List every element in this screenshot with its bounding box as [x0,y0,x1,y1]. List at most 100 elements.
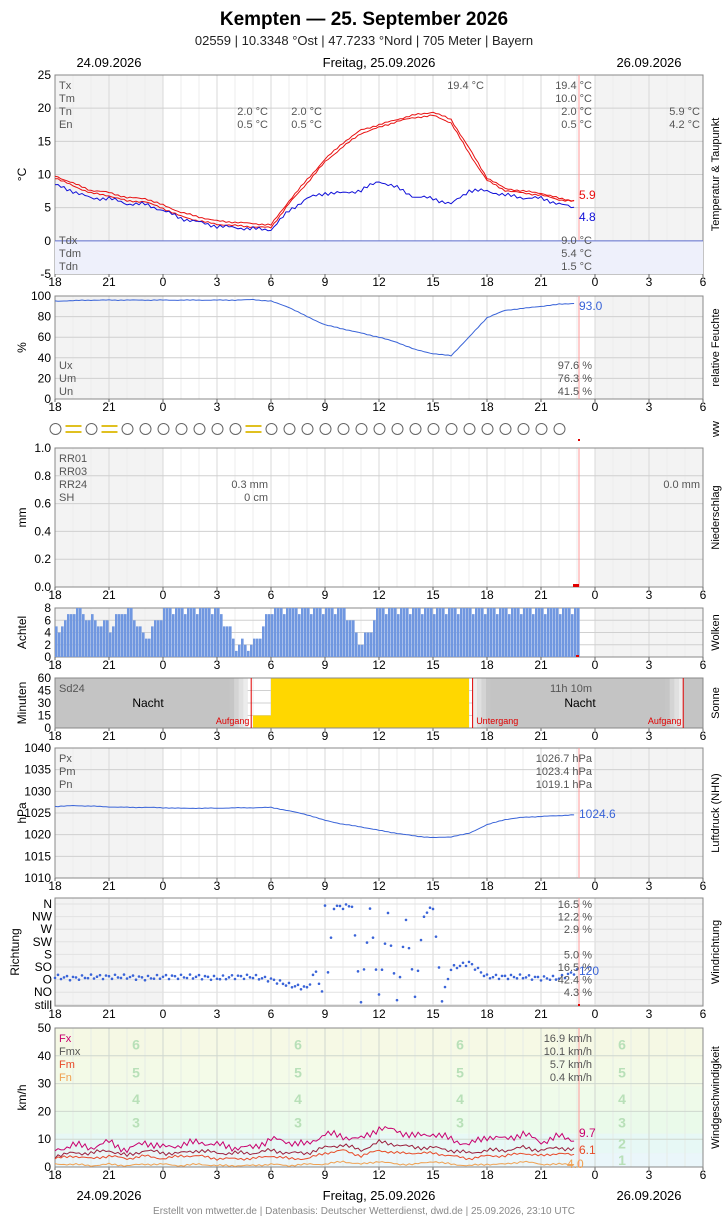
sun-side-label: Sonne [710,687,722,719]
wdir-xtick-label: 6 [268,1007,275,1021]
wdir-point [119,976,123,980]
ww-clear-symbol [391,423,404,435]
wdir-point [164,973,168,977]
wind-frame-overlay [54,1027,704,1168]
wdir-point [185,976,189,980]
cloud-bar [214,608,217,657]
hum-xtick-label: 21 [534,400,548,414]
temp-value: 0.5 °C [561,119,592,131]
wdir-point [548,978,552,982]
wdir-point [143,978,147,982]
wdir-point [383,942,387,945]
cloud-bar [100,626,103,657]
cloud-bar [406,608,409,657]
night-shade-next [472,678,703,728]
wdir-point [68,978,72,982]
wdir-point [350,905,354,909]
wdir-point [218,977,222,981]
temp-ytick-label: 20 [38,101,52,115]
ww-clear-symbol [193,423,206,435]
temp-xtick-label: 21 [534,275,548,289]
wdir-point [236,974,240,977]
wdir-point [422,915,426,918]
wdir-ytick-label: NW [32,910,53,924]
temp-label-tx: Tx [59,80,72,92]
wdir-point [503,974,507,978]
precip-label-rr01: RR01 [59,453,87,465]
sd24-value: 11h 10m [550,683,592,695]
wdir-point [554,978,558,981]
wdir-point [551,974,555,978]
sun-xtick-label: 9 [322,729,329,743]
cloud-bar [427,608,430,657]
cloud-bar [97,626,100,657]
ww-clear-symbol [499,423,512,435]
sun-xtick-label: 3 [214,729,221,743]
sunshine-bar [325,678,343,728]
prev2-en-value: 0.5 °C [291,119,322,131]
hum-ytick-label: 0 [44,392,51,406]
ww-clear-symbol [517,423,530,435]
wdir-point [176,977,180,981]
wdir-point [227,976,231,979]
wdir-point [500,974,504,978]
wdir-point [152,977,156,981]
wdir-point [89,973,93,976]
press-xtick-label: 3 [646,879,653,893]
wdir-frame [54,897,704,1007]
wdir-point [566,972,570,976]
cloud-bar [319,608,322,657]
wind-ytick-label: 20 [38,1104,52,1118]
press-label-px: Px [59,753,72,765]
sunshine-bar [379,678,397,728]
sunshine-bar [415,678,433,728]
cloud-bar [412,608,415,657]
td-line [54,181,575,232]
hum-xtick-label: 6 [268,400,275,414]
cloud-bar [229,626,232,657]
wdir-ytick-label: O [43,973,52,987]
wind-value: 10.1 km/h [544,1046,592,1058]
cloud-bar [139,626,142,657]
cloud-bar [391,608,394,657]
beaufort-number: 4 [294,1091,302,1107]
dawn-shade-next [678,678,684,728]
temp-label-tdn: Tdn [59,261,78,273]
humidity-line [54,298,575,357]
sunshine-bar [433,678,451,728]
sun-ylabel: Minuten [15,682,29,725]
wdir-point [224,977,228,981]
wdir-point [437,966,441,969]
cloud-bar [205,608,208,657]
cloud-bar [157,620,160,657]
wdir-point [473,968,477,971]
wdir-point [128,975,132,979]
page-title: Kempten — 25. September 2026 [220,9,508,30]
wdir-point [233,977,237,981]
wind-side-label: Windgeschwindigkeit [710,1046,722,1149]
press-xtick-label: 21 [534,879,548,893]
cloud-bar [343,608,346,657]
wdir-point [542,975,546,978]
sun-xtick-label: 6 [268,729,275,743]
wdir-point [254,973,258,977]
precip-xtick-label: 12 [372,588,386,602]
sun-ytick-label: 60 [38,671,52,685]
wdir-point [557,977,561,980]
dusk-shade [481,678,487,728]
sunshine-bar [289,678,307,728]
wdir-freq-value: 42.4 % [558,975,592,987]
next-tn-value: 5.9 °C [669,106,700,118]
wdir-point [479,971,483,974]
cloud-bar [112,626,115,657]
wdir-xtick-label: 21 [102,1007,116,1021]
cloud-bar [505,608,508,657]
cloud-bar [202,608,205,657]
sun-xtick-label: 6 [700,729,707,743]
date-right-top: 26.09.2026 [616,55,681,70]
hum-xtick-label: 6 [700,400,707,414]
wdir-point [431,907,435,911]
wind-xtick-label: 6 [268,1168,275,1182]
press-xtick-label: 12 [372,879,386,893]
